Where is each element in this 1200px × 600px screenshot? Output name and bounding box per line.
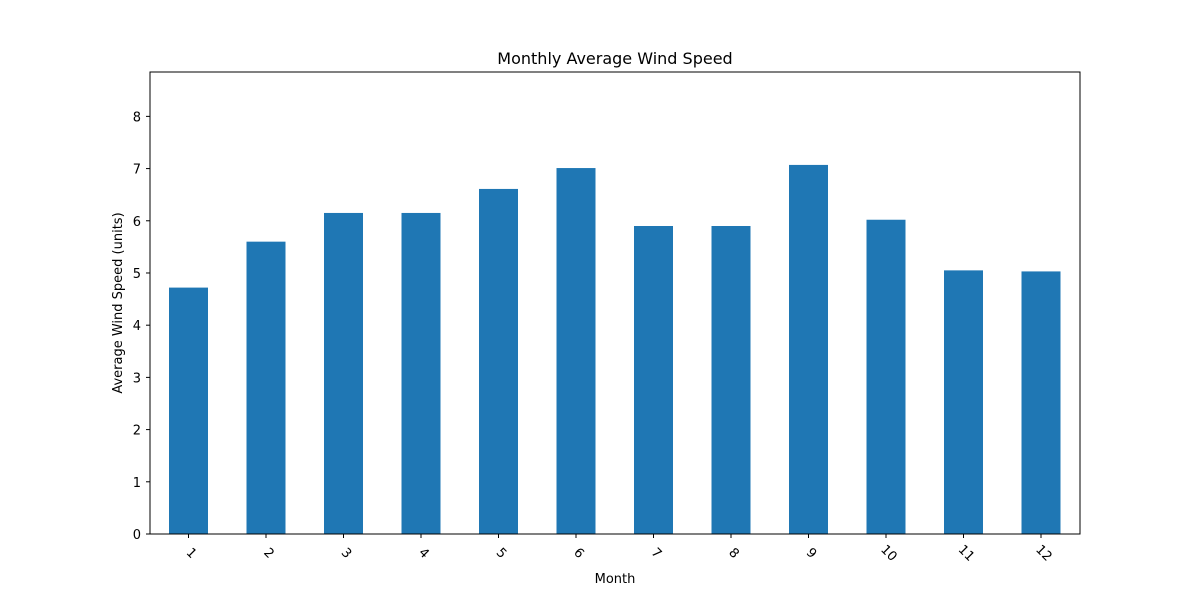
bar-month-10 <box>866 219 906 535</box>
y-tick-label: 5 <box>133 267 141 282</box>
x-tick-label: 12 <box>1032 542 1054 564</box>
bar-month-9 <box>789 164 828 535</box>
bar-month-4 <box>401 212 441 534</box>
bar-month-2 <box>246 241 286 534</box>
bar-month-12 <box>1021 271 1061 534</box>
y-tick-label: 4 <box>133 319 141 334</box>
x-tick-label: 9 <box>803 545 819 561</box>
bar-month-7 <box>634 226 673 534</box>
y-tick-label: 7 <box>133 163 141 178</box>
x-tick-label: 1 <box>183 545 199 561</box>
x-axis: 1 2 3 4 5 6 7 8 9 10 11 12 <box>183 534 1055 565</box>
plot-frame <box>149 71 1081 535</box>
y-axis: 0 1 2 3 4 5 6 7 8 <box>133 110 150 543</box>
x-tick-label: 5 <box>493 545 509 561</box>
y-tick-label: 2 <box>133 424 141 439</box>
x-axis-label: Month <box>595 572 636 587</box>
bars-group <box>169 164 1061 535</box>
x-tick-label: 6 <box>570 545 586 561</box>
y-axis-label: Average Wind Speed (units) <box>111 212 126 393</box>
bar-month-3 <box>324 212 363 534</box>
y-tick-label: 6 <box>133 215 141 230</box>
x-tick-label: 2 <box>260 545 276 561</box>
x-tick-label: 7 <box>648 545 664 561</box>
x-tick-label: 10 <box>877 542 899 564</box>
y-tick-label: 3 <box>133 371 141 386</box>
bar-month-1 <box>169 287 208 534</box>
bar-month-6 <box>556 168 596 535</box>
y-tick-label: 0 <box>133 528 141 543</box>
bar-month-8 <box>711 226 751 534</box>
y-tick-label: 1 <box>133 476 141 491</box>
x-tick-label: 11 <box>955 542 977 564</box>
x-tick-label: 3 <box>338 545 354 561</box>
bar-month-5 <box>479 188 518 534</box>
chart-title: Monthly Average Wind Speed <box>497 49 732 68</box>
x-tick-label: 4 <box>415 545 431 561</box>
bar-month-11 <box>944 270 983 534</box>
y-tick-label: 8 <box>133 110 141 125</box>
x-tick-label: 8 <box>725 545 741 561</box>
